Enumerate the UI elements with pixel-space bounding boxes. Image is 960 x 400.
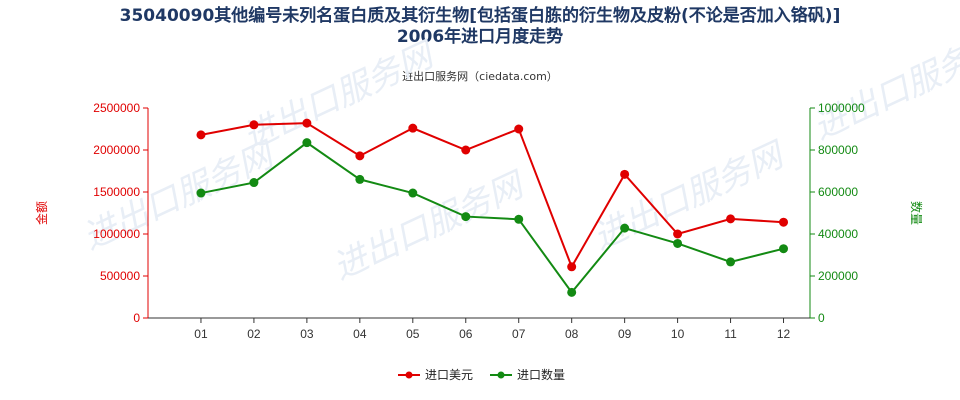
series-1-point [355,151,365,161]
series-1-point [567,262,577,272]
series-1-point [514,124,524,134]
x-tick-label: 10 [671,327,685,341]
legend-label-1: 进口美元 [425,368,473,382]
watermark-text: 进出口服务网 [807,24,960,148]
series-1-point [302,118,312,128]
series-1-point [726,214,736,224]
series-line-1 [200,122,784,270]
series-2-point [779,244,789,254]
legend-marker-1 [405,371,413,379]
x-tick-label: 06 [459,327,473,341]
series-2-point [673,238,683,248]
series-2-point [726,257,736,267]
chart-source: 进出口服务网（ciedata.com） [402,70,558,83]
x-tick-label: 09 [618,327,632,341]
y-tick-left-label: 2500000 [93,101,140,115]
series-1-point [461,145,471,155]
legend-marker-2 [497,371,505,379]
series-2-point [514,214,524,224]
series-layer [196,118,789,297]
y-tick-right-label: 800000 [818,143,858,157]
y-tick-left-label: 1000000 [93,227,140,241]
series-2-point [355,174,365,184]
series-2-point [567,287,577,297]
axes-layer: 0 0 500000 200000 1000000 400000 1500000 600000… [34,101,924,341]
x-tick-label: 12 [777,327,791,341]
y-tick-right-label: 400000 [818,227,858,241]
series-2-point [302,138,312,148]
y-tick-left-label: 2000000 [93,143,140,157]
legend: 进口美元 进口数量 [398,367,565,382]
series-2-point [196,188,206,198]
series-1-point [673,229,683,239]
series-1-point [196,130,206,140]
y-axis-left-label: 金额 [34,201,49,225]
series-2-point [620,223,630,233]
x-tick-label: 03 [300,327,314,341]
y-axis-right-label: 数量 [909,201,924,225]
series-1-point [249,120,259,130]
y-tick-right-label: 600000 [818,185,858,199]
watermark-text: 进出口服务网 [237,34,442,158]
series-2-point [408,188,418,198]
y-tick-left-label: 0 [133,311,140,325]
y-tick-right-label: 0 [818,311,825,325]
y-tick-right-label: 200000 [818,269,858,283]
series-2-point [461,212,471,222]
series-1-point [408,123,418,133]
legend-label-2: 进口数量 [517,367,565,382]
x-tick-label: 11 [724,327,737,341]
chart-title-line1: 35040090其他编号未列名蛋白质及其衍生物[包括蛋白胨的衍生物及皮粉(不论是… [119,6,841,26]
series-2-point [249,178,259,188]
chart-title-line2: 2006年进口月度走势 [396,27,564,47]
x-tick-label: 04 [353,327,367,341]
y-tick-left-label: 1500000 [93,185,140,199]
watermark-text: 进出口服务网 [587,134,792,258]
x-tick-label: 07 [512,327,526,341]
y-tick-left-label: 500000 [100,269,140,283]
x-tick-label: 01 [194,327,208,341]
series-1-point [620,169,630,179]
series-line-2 [200,141,784,295]
series-1-point [779,217,789,227]
x-tick-label: 05 [406,327,420,341]
y-tick-right-label: 1000000 [818,101,865,115]
x-tick-label: 08 [565,327,579,341]
chart-title: 35040090其他编号未列名蛋白质及其衍生物[包括蛋白胨的衍生物及皮粉(不论是… [0,6,960,48]
x-tick-label: 02 [247,327,261,341]
